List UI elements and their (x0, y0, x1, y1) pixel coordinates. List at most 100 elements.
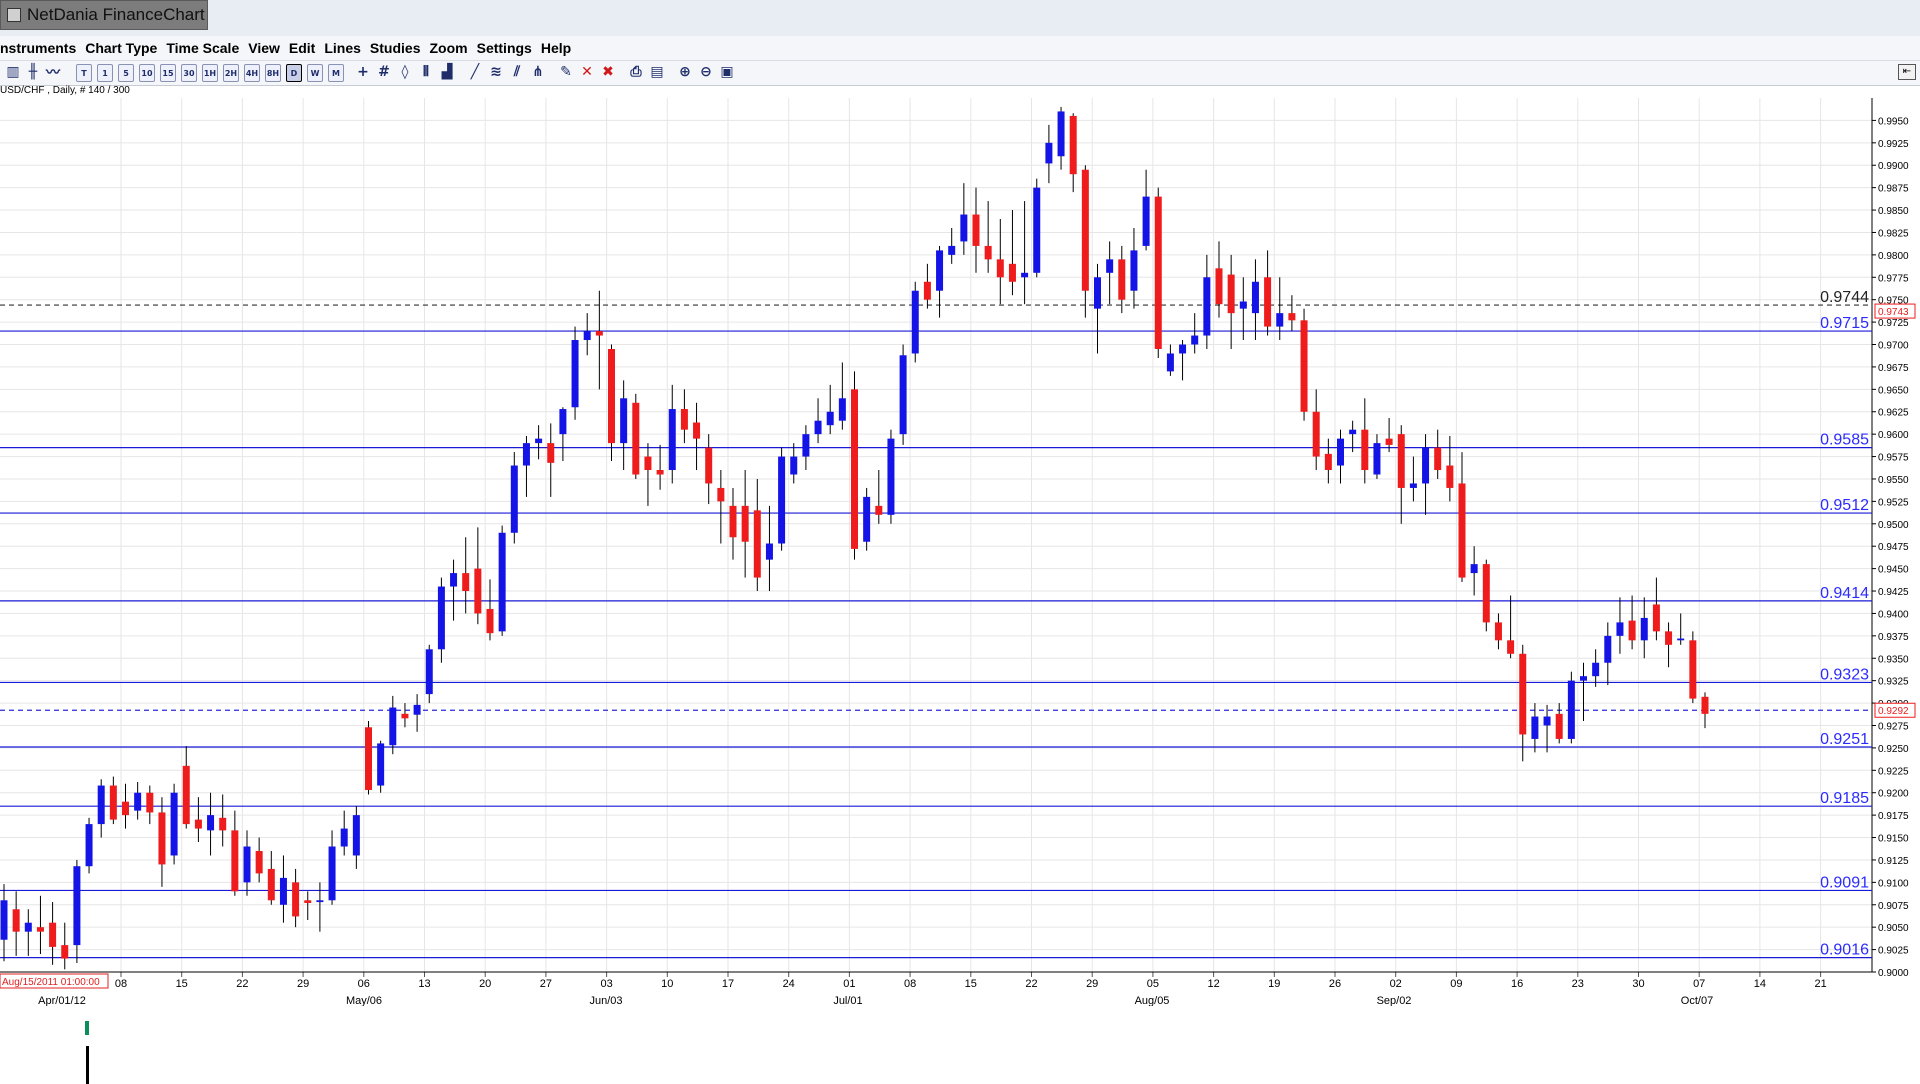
menu-zoom[interactable]: Zoom (429, 40, 468, 56)
line-chart-icon[interactable]: 〰 (46, 65, 60, 81)
print-icon[interactable]: ⎙ (630, 64, 642, 80)
trend-line-icon[interactable]: ╱ (470, 64, 480, 80)
candle (1215, 241, 1223, 318)
candle-body (826, 411, 834, 426)
candle-body (49, 922, 57, 947)
print-preview-icon[interactable]: ▤ (650, 64, 664, 80)
candle (644, 443, 652, 506)
candle-body (85, 824, 93, 867)
status-marker (85, 1021, 89, 1035)
study-icon[interactable]: ◊ (401, 64, 409, 80)
candle-body (134, 792, 142, 811)
candle-body (1555, 713, 1563, 739)
menu-settings[interactable]: Settings (476, 40, 532, 56)
candle-body (571, 340, 579, 408)
interval-button-4h[interactable]: 4H (244, 64, 260, 82)
candle-body (1251, 281, 1259, 314)
interval-button-8h[interactable]: 8H (265, 64, 281, 82)
candle (1191, 313, 1199, 354)
interval-button-2h[interactable]: 2H (223, 64, 239, 82)
interval-button-30m[interactable]: 30 (181, 64, 197, 82)
candle-body (510, 465, 518, 533)
channel-icon[interactable]: ⫽ (513, 64, 521, 80)
zoom-out-icon[interactable]: ⊖ (700, 64, 712, 80)
histogram-icon[interactable]: ⫴ (423, 64, 429, 80)
price-chart[interactable]: 08 15 22 29 06 13 20 27 03 10 17 24 01 08 15 22 29 05 12 19… (0, 96, 1920, 1006)
candle (1640, 597, 1648, 659)
candle (838, 362, 846, 430)
x-tick-label: 08 (904, 978, 916, 990)
interval-button-5m[interactable]: 5 (118, 64, 134, 82)
panel-toggle-icon[interactable]: ⇤ (1898, 64, 1916, 80)
interval-button-1h[interactable]: 1H (202, 64, 218, 82)
menu-edit[interactable]: Edit (288, 40, 316, 56)
candle-body (1665, 631, 1673, 645)
fibonacci-icon[interactable]: ≋ (490, 64, 502, 80)
candle (1264, 250, 1272, 336)
zoom-in-icon[interactable]: ⊕ (679, 64, 691, 80)
x-tick-label: 15 (176, 978, 188, 990)
x-tick-label: 08 (115, 978, 127, 990)
candle (1179, 340, 1187, 381)
cursor-date-box: Aug/15/2011 01:00:00 (0, 973, 109, 989)
delete-all-icon[interactable]: ✖ (602, 64, 614, 80)
menu-view[interactable]: View (248, 40, 280, 56)
menu-chart-type[interactable]: Chart Type (85, 40, 158, 56)
candle-body (207, 815, 215, 831)
candle (401, 703, 409, 728)
last-price-marker: 0.9292 (1874, 702, 1916, 718)
interval-button-monthly[interactable]: M (328, 64, 344, 82)
level-label: 0.9091 (1820, 874, 1869, 891)
pitchfork-icon[interactable]: ⋔ (532, 64, 544, 80)
candle-body (923, 281, 931, 300)
candle-body (656, 470, 664, 475)
volume-icon[interactable]: ▟ (441, 64, 453, 80)
chart-symbol-label: USD/CHF , Daily, # 140 / 300 (0, 85, 130, 96)
candle-body (535, 438, 543, 444)
app-title-tab[interactable]: NetDania FinanceChart (0, 0, 208, 30)
candle (936, 245, 944, 318)
candle (1519, 644, 1527, 762)
interval-button-1m[interactable]: 1 (97, 64, 113, 82)
candle (413, 694, 421, 732)
candle-body (1215, 268, 1223, 305)
candle-body (1567, 680, 1575, 739)
interval-button-15m[interactable]: 15 (160, 64, 176, 82)
y-tick-label: 0.9775 (1878, 273, 1909, 284)
candle-body (486, 608, 494, 634)
interval-button-t[interactable]: T (76, 64, 92, 82)
y-tick-label: 0.9675 (1878, 363, 1909, 374)
menu-instruments[interactable]: nstruments (0, 40, 77, 56)
menu-help[interactable]: Help (540, 40, 572, 56)
interval-button-daily[interactable]: D (286, 64, 302, 82)
candle (875, 470, 883, 524)
menu-time-scale[interactable]: Time Scale (166, 40, 240, 56)
bar-chart-icon[interactable]: ╫ (28, 64, 38, 80)
y-tick-label: 0.9025 (1878, 946, 1909, 957)
pen-icon[interactable]: ✎ (560, 64, 572, 80)
grid-icon[interactable]: # (378, 64, 390, 80)
menu-lines[interactable]: Lines (324, 40, 361, 56)
candle-body (219, 817, 227, 831)
candle (1397, 425, 1405, 524)
candle-body (267, 868, 275, 901)
candle (1422, 434, 1430, 515)
crosshair-icon[interactable]: + (357, 64, 369, 80)
candle (1118, 245, 1126, 314)
menu-studies[interactable]: Studies (369, 40, 421, 56)
candlestick-chart-icon[interactable]: ▥ (6, 64, 20, 80)
y-tick-label: 0.9425 (1878, 587, 1909, 598)
candle-body (122, 801, 129, 816)
app-title: NetDania FinanceChart (27, 5, 205, 24)
zoom-reset-icon[interactable]: ▣ (720, 64, 734, 80)
y-tick-label: 0.9625 (1878, 408, 1909, 419)
x-tick-label: 21 (1814, 978, 1826, 990)
interval-button-weekly[interactable]: W (307, 64, 323, 82)
y-tick-label: 0.9250 (1878, 744, 1909, 755)
month-label: Apr/01/12 (38, 995, 86, 1006)
y-tick-label: 0.9575 (1878, 453, 1909, 464)
candle-body (960, 214, 968, 242)
interval-button-10m[interactable]: 10 (139, 64, 155, 82)
candle-body (450, 573, 458, 587)
delete-line-icon[interactable]: ✕ (581, 64, 593, 80)
